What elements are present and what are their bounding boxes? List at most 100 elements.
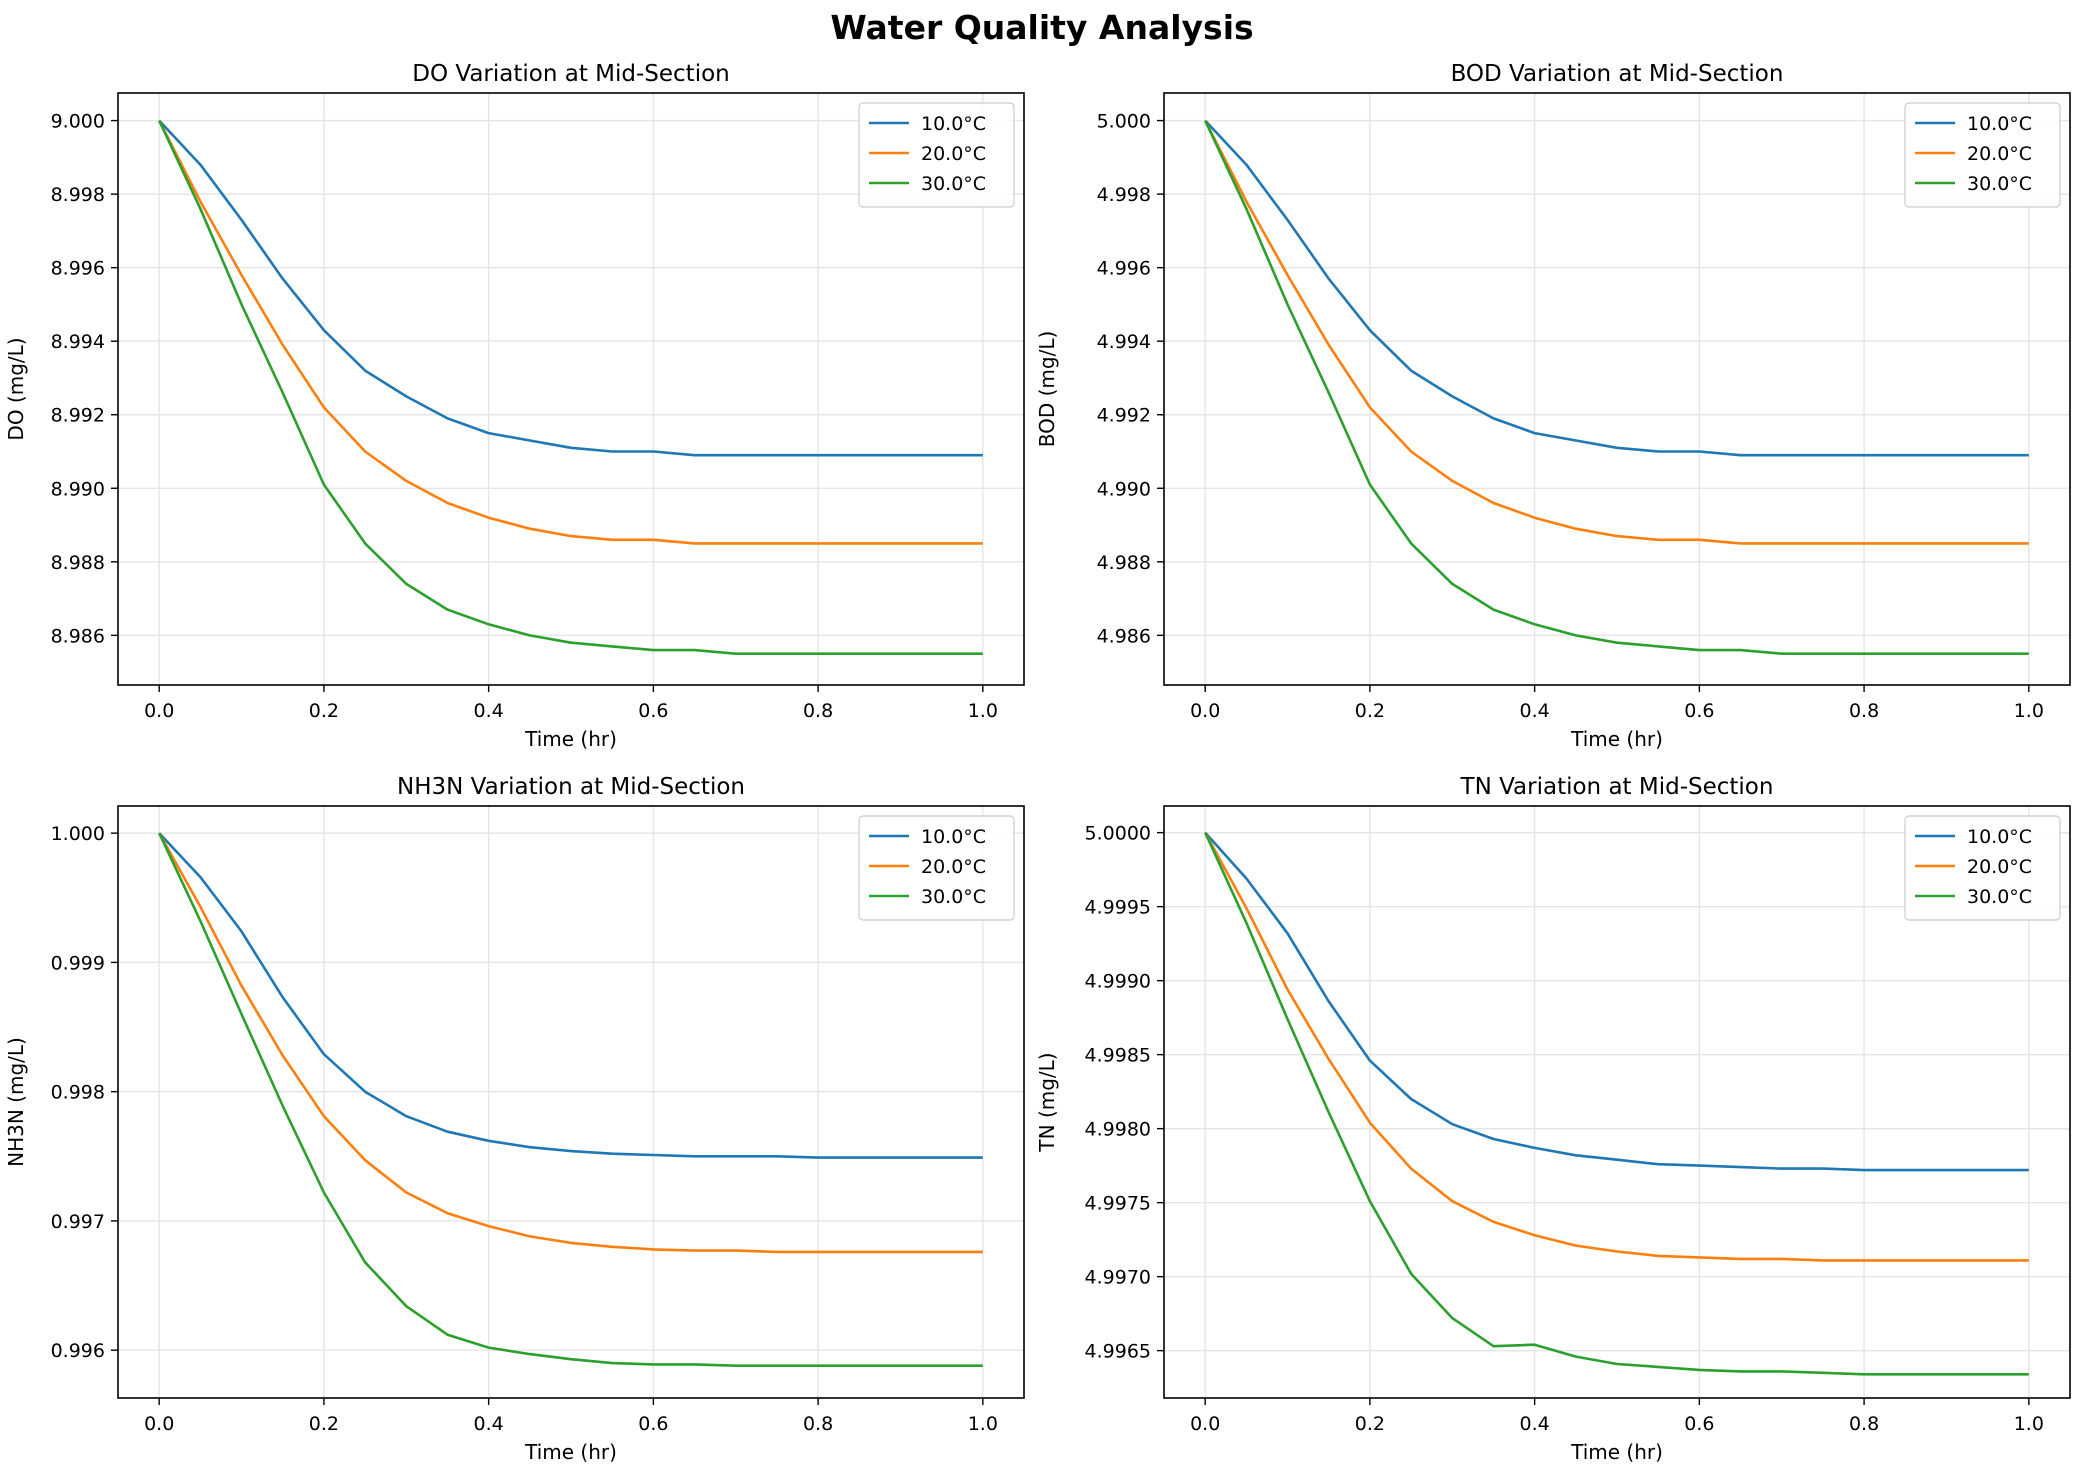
plot-frame [117,92,1025,686]
y-tick-label: 4.992 [1097,405,1151,427]
y-tick-label: 4.9965 [1085,1341,1151,1363]
x-tick-label: 1.0 [968,1413,998,1435]
x-tick-label: 0.8 [803,700,833,722]
y-axis-label: NH3N (mg/L) [4,1037,28,1167]
y-tick-label: 4.9975 [1085,1193,1151,1215]
x-tick-label: 0.0 [1190,1413,1220,1435]
y-tick-label: 0.999 [51,952,105,974]
y-tick-label: 8.998 [51,184,105,206]
legend-label-1: 10.0°C [1967,826,2032,848]
y-tick-label: 0.998 [51,1082,105,1104]
subplot-2: 0.0 0.2 0.4 0.6 0.8 1.0 4.986 4.988 4.990 4.992 4.… [1035,61,2071,751]
x-tick-label: 1.0 [2014,1413,2044,1435]
plot-frame [117,805,1025,1399]
series-line-3 [158,120,983,656]
y-axis-label: DO (mg/L) [4,337,28,440]
y-tick-label: 4.998 [1097,184,1151,206]
x-tick-label: 0.4 [474,1413,504,1435]
x-tick-label: 1.0 [2014,700,2044,722]
x-tick-label: 0.2 [309,1413,339,1435]
series-line-3 [1204,832,2029,1376]
x-tick-label: 0.6 [1684,1413,1714,1435]
y-axis-label: TN (mg/L) [1035,1052,1059,1152]
y-tick-label: 9.000 [51,111,105,133]
legend-box [858,102,1015,208]
x-tick-label: 0.2 [1355,1413,1385,1435]
y-tick-label: 8.990 [51,478,105,500]
legend-label-3: 30.0°C [921,173,986,195]
x-tick-label: 0.6 [638,700,668,722]
series-line-1 [1204,831,2029,1172]
subplot-1: 0.0 0.2 0.4 0.6 0.8 1.0 8.986 8.988 8.990 8.992 8.… [4,61,1025,751]
x-tick-label: 0.0 [1190,700,1220,722]
legend-box [1904,102,2061,208]
figure-title: Water Quality Analysis [830,8,1254,47]
series-line-2 [158,832,983,1254]
x-tick-label: 0.6 [638,1413,668,1435]
y-tick-label: 5.000 [1097,111,1151,133]
y-tick-label: 8.986 [51,625,105,647]
x-tick-label: 0.0 [144,1413,174,1435]
y-tick-label: 4.986 [1097,625,1151,647]
y-tick-label: 8.996 [51,258,105,280]
series-line-1 [158,832,983,1159]
plot-frame [1163,92,2071,686]
y-tick-label: 4.994 [1097,331,1151,353]
subplot-4: 0.0 0.2 0.4 0.6 0.8 1.0 4.9965 4.9970 4.9975 4.99… [1035,774,2071,1464]
series-line-1 [1204,119,2029,457]
series-line-1 [158,119,983,457]
subplot-title: BOD Variation at Mid-Section [1451,61,1784,87]
x-tick-label: 0.4 [1520,700,1550,722]
series-line-2 [1204,831,2029,1262]
legend-label-1: 10.0°C [1967,113,2032,135]
y-tick-label: 4.996 [1097,258,1151,280]
x-tick-label: 0.4 [474,700,504,722]
x-tick-label: 0.8 [1849,700,1879,722]
legend-label-2: 20.0°C [1967,143,2032,165]
y-tick-label: 4.988 [1097,552,1151,574]
y-tick-label: 5.0000 [1085,823,1151,845]
x-tick-label: 0.8 [803,1413,833,1435]
x-tick-label: 0.2 [309,700,339,722]
y-tick-label: 0.996 [51,1340,105,1362]
x-tick-label: 0.0 [144,700,174,722]
series-line-3 [1204,120,2029,656]
y-tick-label: 1.000 [51,823,105,845]
y-tick-label: 4.9980 [1085,1119,1151,1141]
y-tick-label: 4.9995 [1085,897,1151,919]
y-tick-label: 4.9985 [1085,1045,1151,1067]
subplot-title: NH3N Variation at Mid-Section [397,774,745,800]
legend: 10.0°C 20.0°C 30.0°C [1904,815,2061,921]
legend-label-1: 10.0°C [921,113,986,135]
y-axis-label: BOD (mg/L) [1035,331,1059,448]
legend-label-1: 10.0°C [921,826,986,848]
x-axis-label: Time (hr) [524,727,617,751]
legend: 10.0°C 20.0°C 30.0°C [1904,102,2061,208]
x-axis-label: Time (hr) [1570,727,1663,751]
legend-label-2: 20.0°C [1967,856,2032,878]
y-tick-label: 8.994 [51,331,105,353]
x-tick-label: 0.2 [1355,700,1385,722]
legend-label-3: 30.0°C [1967,886,2032,908]
x-axis-label: Time (hr) [524,1440,617,1464]
subplot-title: DO Variation at Mid-Section [412,61,730,87]
x-tick-label: 1.0 [968,700,998,722]
legend-label-3: 30.0°C [1967,173,2032,195]
y-tick-label: 4.9990 [1085,971,1151,993]
y-tick-label: 8.992 [51,405,105,427]
legend: 10.0°C 20.0°C 30.0°C [858,815,1015,921]
legend-label-2: 20.0°C [921,856,986,878]
series-line-2 [158,120,983,545]
x-axis-label: Time (hr) [1570,1440,1663,1464]
subplot-3: 0.0 0.2 0.4 0.6 0.8 1.0 0.996 0.997 0.998 0.999 1.… [4,774,1025,1464]
legend-label-2: 20.0°C [921,143,986,165]
legend: 10.0°C 20.0°C 30.0°C [858,102,1015,208]
y-tick-label: 0.997 [51,1211,105,1233]
x-tick-label: 0.8 [1849,1413,1879,1435]
series-line-3 [158,832,983,1367]
x-tick-label: 0.6 [1684,700,1714,722]
y-tick-label: 4.990 [1097,478,1151,500]
series-line-2 [1204,120,2029,545]
plot-frame [1163,805,2071,1399]
